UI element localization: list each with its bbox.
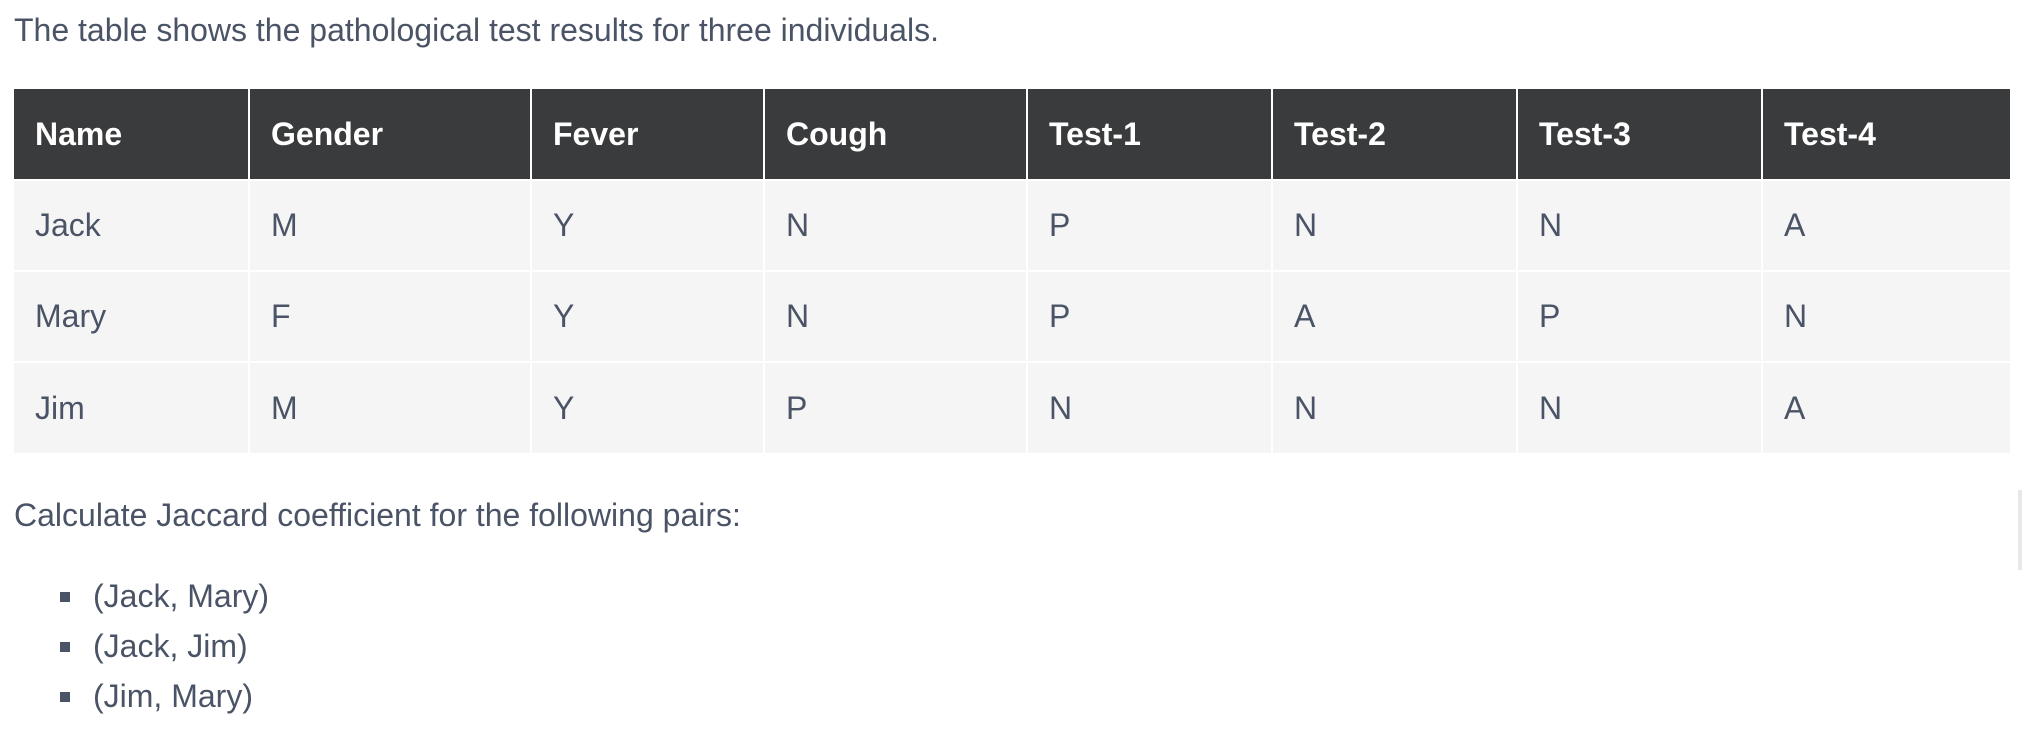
column-header-test-2: Test-2 [1272, 89, 1518, 180]
table-cell: A [1272, 270, 1518, 362]
scrollbar[interactable] [2018, 490, 2022, 570]
intro-text: The table shows the pathological test re… [14, 12, 939, 48]
table-cell: P [1027, 179, 1273, 271]
table-cell: A [1762, 361, 2010, 453]
table-cell: P [1027, 270, 1273, 362]
table-cell: N [1272, 361, 1518, 453]
table-cell: N [1027, 361, 1273, 453]
column-header-name: Name [14, 89, 250, 180]
test-results-table: Name Gender Fever Cough Test-1 Test-2 Te… [14, 89, 2010, 453]
column-header-fever: Fever [531, 89, 765, 180]
table-row: Mary F Y N P A P N [14, 270, 2010, 362]
table-cell: Y [531, 270, 765, 362]
table-header-row: Name Gender Fever Cough Test-1 Test-2 Te… [14, 89, 2010, 180]
column-header-test-4: Test-4 [1762, 89, 2010, 180]
square-bullet-icon [60, 642, 70, 652]
column-header-gender: Gender [249, 89, 532, 180]
list-item: (Jim, Mary) [60, 674, 269, 724]
table-cell: N [1272, 179, 1518, 271]
list-item: (Jack, Mary) [60, 574, 269, 624]
table-cell: F [249, 270, 532, 362]
table-cell: N [1517, 179, 1763, 271]
table-cell: M [249, 179, 532, 271]
column-header-test-1: Test-1 [1027, 89, 1273, 180]
question-text: Calculate Jaccard coefficient for the fo… [14, 497, 741, 533]
table-cell: Y [531, 179, 765, 271]
table-row: Jack M Y N P N N A [14, 179, 2010, 271]
column-header-cough: Cough [764, 89, 1028, 180]
square-bullet-icon [60, 592, 70, 602]
table-cell: P [1517, 270, 1763, 362]
table-cell: N [764, 179, 1028, 271]
list-item: (Jack, Jim) [60, 624, 269, 674]
column-header-test-3: Test-3 [1517, 89, 1763, 180]
table-cell: Jack [14, 179, 250, 271]
pair-label: (Jim, Mary) [93, 678, 253, 714]
pair-label: (Jack, Mary) [93, 578, 269, 614]
table-cell: A [1762, 179, 2010, 271]
table-cell: N [1762, 270, 2010, 362]
table-cell: Jim [14, 361, 250, 453]
table-cell: M [249, 361, 532, 453]
table-cell: Mary [14, 270, 250, 362]
pair-label: (Jack, Jim) [93, 628, 248, 664]
table-row: Jim M Y P N N N A [14, 361, 2010, 453]
pairs-list: (Jack, Mary) (Jack, Jim) (Jim, Mary) [60, 574, 269, 724]
table-cell: N [764, 270, 1028, 362]
square-bullet-icon [60, 692, 70, 702]
table-cell: Y [531, 361, 765, 453]
table-cell: N [1517, 361, 1763, 453]
table-cell: P [764, 361, 1028, 453]
